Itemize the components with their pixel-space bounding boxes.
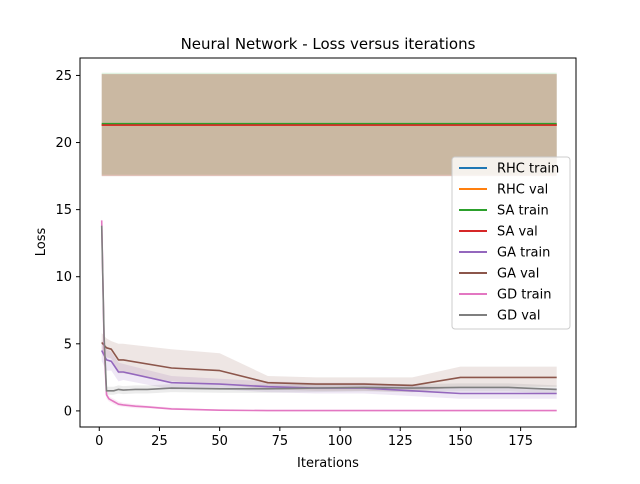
- series-line-ga-train: [100, 350, 557, 395]
- legend-box: [451, 156, 571, 330]
- legend-label-gd-val: GD val: [497, 309, 541, 324]
- series-lines: [100, 122, 557, 412]
- x-tick-label: 0: [95, 434, 103, 449]
- x-axis-ticks: 0 25 50 75 100 125 150 175: [95, 427, 533, 449]
- x-tick-label: 150: [448, 434, 473, 449]
- chart-title: Neural Network - Loss versus iterations: [181, 35, 476, 53]
- y-tick-label: 20: [55, 136, 72, 151]
- series-line-ga-val: [101, 341, 557, 387]
- series-line-gd-val: [100, 225, 557, 392]
- y-axis-label: Loss: [34, 228, 49, 257]
- y-tick-label: 25: [55, 69, 72, 84]
- y-tick-label: 15: [55, 203, 72, 218]
- y-tick-label: 5: [64, 337, 72, 352]
- legend-label-ga-train: GA train: [497, 246, 550, 261]
- legend-label-rhc-val: RHC val: [497, 183, 548, 198]
- x-tick-label: 100: [328, 434, 353, 449]
- y-tick-label: 0: [64, 404, 72, 419]
- legend-label-sa-val: SA val: [497, 225, 538, 240]
- band-ga-val: [101, 333, 557, 393]
- x-tick-label: 25: [151, 434, 168, 449]
- legend-label-ga-val: GA val: [497, 267, 539, 282]
- y-axis-ticks: 0 5 10 15 20 25: [55, 69, 80, 419]
- x-tick-label: 175: [508, 434, 533, 449]
- series-line-gd-train: [100, 220, 557, 412]
- y-tick-label: 10: [55, 270, 72, 285]
- legend: RHC train RHC val SA train SA val GA train GA…: [451, 156, 571, 330]
- plot-frame: [79, 57, 577, 428]
- legend-label-sa-train: SA train: [497, 204, 549, 219]
- x-tick-label: 75: [272, 434, 289, 449]
- x-tick-label: 125: [388, 434, 413, 449]
- legend-label-gd-train: GD train: [497, 288, 551, 303]
- x-tick-label: 50: [211, 434, 228, 449]
- legend-label-rhc-train: RHC train: [497, 162, 559, 177]
- x-axis-label: Iterations: [297, 456, 359, 471]
